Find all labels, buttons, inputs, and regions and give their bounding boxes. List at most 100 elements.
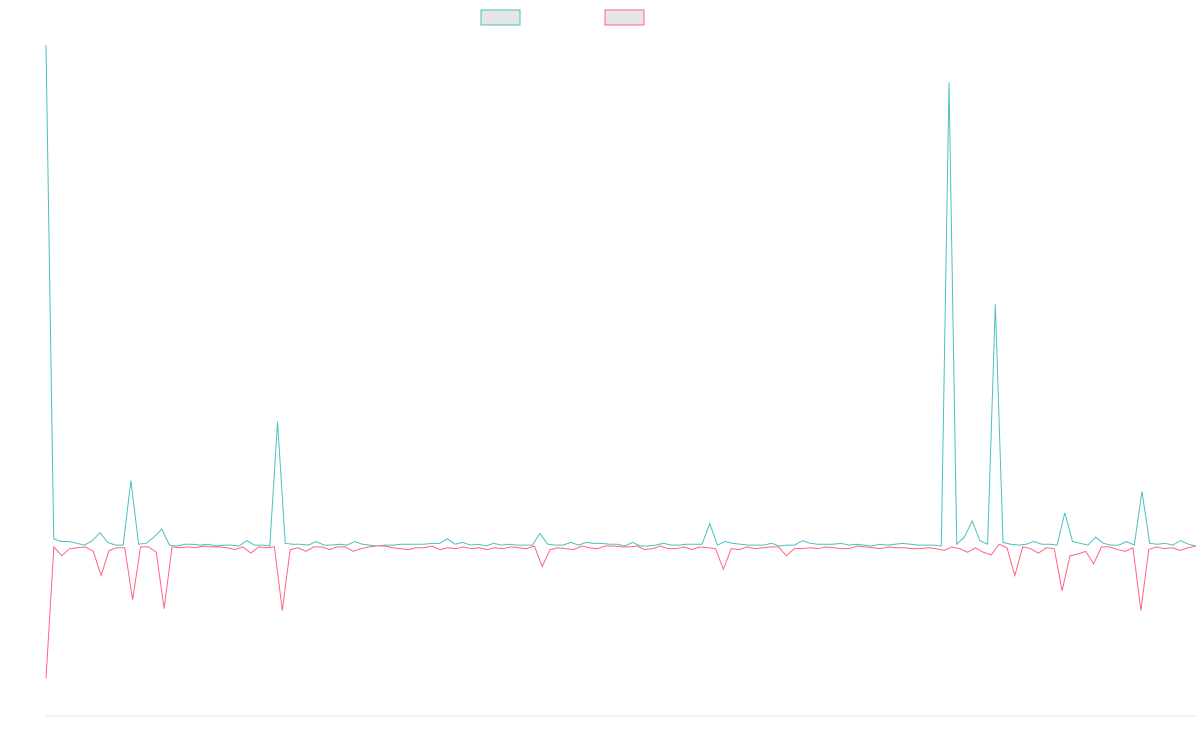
data-point-series-2[interactable] bbox=[359, 547, 363, 551]
data-point-series-2[interactable] bbox=[674, 547, 678, 551]
data-point-series-1[interactable] bbox=[299, 542, 303, 546]
data-point-series-2[interactable] bbox=[635, 544, 639, 548]
data-point-series-1[interactable] bbox=[839, 541, 843, 545]
data-point-series-2[interactable] bbox=[690, 548, 694, 552]
data-point-series-2[interactable] bbox=[351, 549, 355, 553]
data-point-series-2[interactable] bbox=[320, 545, 324, 549]
data-point-series-2[interactable] bbox=[186, 545, 190, 549]
data-point-series-1[interactable] bbox=[731, 541, 735, 545]
data-point-series-2[interactable] bbox=[997, 542, 1001, 546]
data-point-series-2[interactable] bbox=[178, 546, 182, 550]
data-point-series-2[interactable] bbox=[257, 545, 261, 549]
data-point-series-1[interactable] bbox=[715, 543, 719, 547]
data-point-series-1[interactable] bbox=[754, 543, 758, 547]
data-point-series-2[interactable] bbox=[666, 547, 670, 551]
data-point-series-2[interactable] bbox=[146, 545, 150, 549]
data-point-series-2[interactable] bbox=[1084, 549, 1088, 553]
data-point-series-2[interactable] bbox=[973, 546, 977, 550]
data-point-series-1[interactable] bbox=[1071, 540, 1075, 544]
data-point-series-1[interactable] bbox=[75, 541, 79, 545]
data-point-series-2[interactable] bbox=[162, 607, 166, 611]
data-point-series-2[interactable] bbox=[1170, 546, 1174, 550]
data-point-series-2[interactable] bbox=[343, 545, 347, 549]
legend-swatch-series-1[interactable] bbox=[480, 9, 521, 26]
data-point-series-2[interactable] bbox=[651, 547, 655, 551]
data-point-series-2[interactable] bbox=[611, 544, 615, 548]
data-point-series-2[interactable] bbox=[1036, 551, 1040, 555]
data-point-series-1[interactable] bbox=[191, 542, 195, 546]
data-point-series-2[interactable] bbox=[619, 545, 623, 549]
data-point-series-2[interactable] bbox=[1092, 562, 1096, 566]
data-point-series-2[interactable] bbox=[328, 548, 332, 552]
data-point-series-1[interactable] bbox=[646, 544, 650, 548]
data-point-series-2[interactable] bbox=[217, 545, 221, 549]
data-point-series-1[interactable] bbox=[561, 543, 565, 547]
data-point-series-2[interactable] bbox=[1178, 548, 1182, 552]
data-point-series-1[interactable] bbox=[546, 542, 550, 546]
data-point-series-1[interactable] bbox=[1148, 541, 1152, 545]
data-point-series-1[interactable] bbox=[800, 539, 804, 543]
data-point-series-1[interactable] bbox=[276, 420, 280, 424]
data-point-series-2[interactable] bbox=[438, 548, 442, 552]
data-point-series-2[interactable] bbox=[1060, 589, 1064, 593]
data-point-series-2[interactable] bbox=[280, 608, 284, 612]
data-point-series-1[interactable] bbox=[245, 539, 249, 543]
data-point-series-2[interactable] bbox=[1021, 545, 1025, 549]
data-point-series-2[interactable] bbox=[1044, 546, 1048, 550]
data-point-series-2[interactable] bbox=[52, 545, 56, 549]
data-point-series-2[interactable] bbox=[698, 545, 702, 549]
data-point-series-2[interactable] bbox=[1029, 547, 1033, 551]
data-point-series-2[interactable] bbox=[1162, 547, 1166, 551]
data-point-series-2[interactable] bbox=[501, 547, 505, 551]
data-point-series-2[interactable] bbox=[83, 545, 87, 549]
data-point-series-1[interactable] bbox=[677, 543, 681, 547]
data-point-series-1[interactable] bbox=[661, 541, 665, 545]
data-point-series-2[interactable] bbox=[564, 547, 568, 551]
data-point-series-2[interactable] bbox=[288, 548, 292, 552]
data-point-series-1[interactable] bbox=[623, 544, 627, 548]
data-point-series-1[interactable] bbox=[353, 540, 357, 544]
legend-swatch-series-2[interactable] bbox=[604, 9, 645, 26]
data-point-series-2[interactable] bbox=[202, 544, 206, 548]
data-point-series-2[interactable] bbox=[367, 545, 371, 549]
data-point-series-2[interactable] bbox=[1107, 545, 1111, 549]
data-point-series-2[interactable] bbox=[517, 546, 521, 550]
data-point-series-1[interactable] bbox=[1001, 540, 1005, 544]
data-point-series-1[interactable] bbox=[306, 543, 310, 547]
data-point-series-2[interactable] bbox=[981, 550, 985, 554]
data-point-series-1[interactable] bbox=[360, 542, 364, 546]
data-point-series-2[interactable] bbox=[580, 544, 584, 548]
data-point-series-1[interactable] bbox=[492, 541, 496, 545]
data-point-series-2[interactable] bbox=[934, 547, 938, 551]
data-point-series-1[interactable] bbox=[106, 540, 110, 544]
data-point-series-1[interactable] bbox=[476, 542, 480, 546]
data-point-series-2[interactable] bbox=[887, 545, 891, 549]
data-point-series-2[interactable] bbox=[391, 546, 395, 550]
data-point-series-2[interactable] bbox=[556, 546, 560, 550]
data-point-series-2[interactable] bbox=[414, 546, 418, 550]
data-point-series-2[interactable] bbox=[792, 547, 796, 551]
data-point-series-1[interactable] bbox=[831, 542, 835, 546]
data-point-series-2[interactable] bbox=[682, 545, 686, 549]
data-point-series-1[interactable] bbox=[1055, 543, 1059, 547]
data-point-series-2[interactable] bbox=[737, 548, 741, 552]
data-point-series-2[interactable] bbox=[1194, 544, 1198, 548]
data-point-series-2[interactable] bbox=[769, 545, 773, 549]
data-point-series-2[interactable] bbox=[406, 548, 410, 552]
data-point-series-2[interactable] bbox=[1123, 549, 1127, 553]
data-point-series-1[interactable] bbox=[584, 540, 588, 544]
data-point-series-1[interactable] bbox=[152, 535, 156, 539]
data-point-series-2[interactable] bbox=[375, 544, 379, 548]
data-point-series-2[interactable] bbox=[721, 567, 725, 571]
data-point-series-1[interactable] bbox=[1078, 541, 1082, 545]
data-point-series-2[interactable] bbox=[1139, 608, 1143, 612]
data-point-series-2[interactable] bbox=[107, 548, 111, 552]
data-point-series-2[interactable] bbox=[729, 547, 733, 551]
data-point-series-2[interactable] bbox=[761, 546, 765, 550]
data-point-series-2[interactable] bbox=[131, 598, 135, 602]
data-point-series-2[interactable] bbox=[296, 546, 300, 550]
data-point-series-1[interactable] bbox=[407, 542, 411, 546]
data-point-series-1[interactable] bbox=[1009, 542, 1013, 546]
data-point-series-1[interactable] bbox=[847, 543, 851, 547]
data-point-series-2[interactable] bbox=[209, 545, 213, 549]
